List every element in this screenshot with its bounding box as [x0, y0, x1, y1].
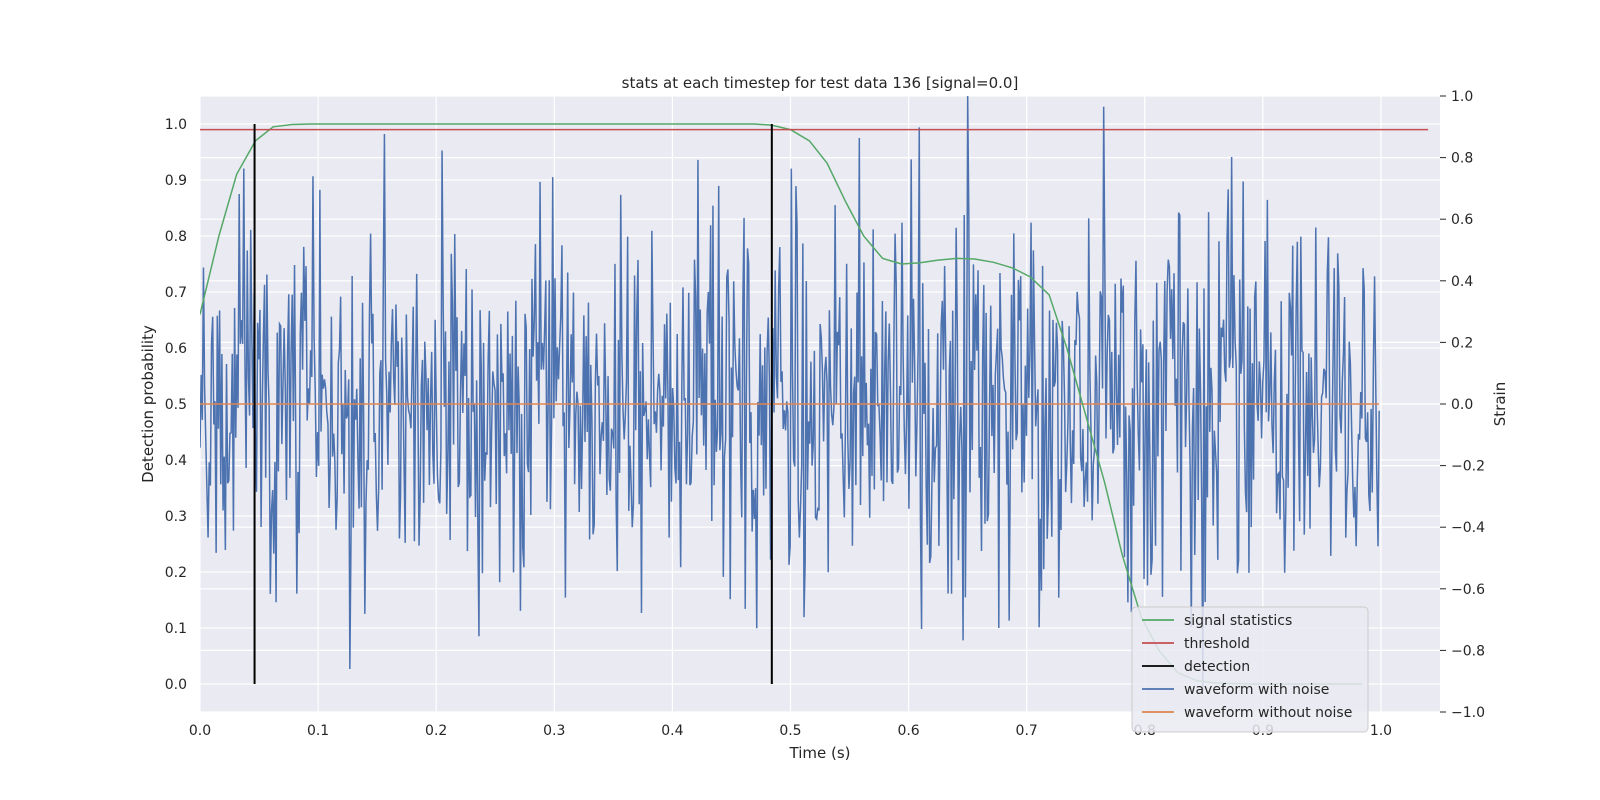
legend-label: waveform with noise	[1184, 682, 1329, 698]
y-right-tick-label: 0.2	[1451, 335, 1473, 351]
x-tick-label: 0.6	[897, 723, 919, 739]
y-axis-right-label: Strain	[1491, 382, 1509, 426]
x-tick-label: 0.7	[1016, 723, 1038, 739]
series-layer	[200, 96, 1429, 691]
legend-box	[1131, 606, 1369, 733]
y-left-tick-label: 1.0	[165, 117, 187, 133]
y-left-tick-label: 0.8	[165, 229, 187, 245]
series-waveform-with-noise	[200, 96, 1380, 691]
y-left-tick-label: 0.0	[165, 677, 187, 693]
legend: signal statistics threshold detection wavef…	[1131, 606, 1369, 733]
chart-title: stats at each timestep for test data 136…	[622, 74, 1019, 92]
x-tick-label: 1.0	[1370, 723, 1392, 739]
y-right-tick-label: −0.4	[1451, 520, 1485, 536]
x-tick-label: 0.3	[543, 723, 565, 739]
x-tick-label: 0.1	[307, 723, 329, 739]
y-right-tick-label: 0.0	[1451, 397, 1473, 413]
y-left-tick-label: 0.2	[165, 565, 187, 581]
y-right-tick-label: −0.6	[1451, 582, 1485, 598]
y-axis-left-label: Detection probability	[139, 325, 157, 483]
y-left-tick-label: 0.4	[165, 453, 187, 469]
x-tick-label: 0.0	[189, 723, 211, 739]
y-left-tick-label: 0.7	[165, 285, 187, 301]
y-right-tick-label: −0.8	[1451, 643, 1485, 659]
x-axis-label: Time (s)	[789, 744, 851, 762]
x-tick-label: 0.5	[779, 723, 801, 739]
y-right-tick-label: −0.2	[1451, 459, 1485, 475]
legend-label: signal statistics	[1184, 613, 1292, 629]
y-left-tick-label: 0.1	[165, 621, 187, 637]
y-right-tick-label: 0.8	[1451, 151, 1473, 167]
legend-label: detection	[1184, 659, 1250, 675]
y-right-tick-label: 0.4	[1451, 274, 1473, 290]
y-right-tick-label: 0.6	[1451, 212, 1473, 228]
x-tick-label: 0.2	[425, 723, 447, 739]
y-left-tick-label: 0.9	[165, 173, 187, 189]
y-left-tick-label: 0.5	[165, 397, 187, 413]
legend-label: threshold	[1184, 636, 1250, 652]
legend-label: waveform without noise	[1184, 705, 1352, 721]
y-left-tick-label: 0.6	[165, 341, 187, 357]
y-right-tick-label: 1.0	[1451, 89, 1473, 105]
y-right-tick-label: −1.0	[1451, 705, 1485, 721]
x-tick-label: 0.4	[661, 723, 683, 739]
y-left-tick-label: 0.3	[165, 509, 187, 525]
